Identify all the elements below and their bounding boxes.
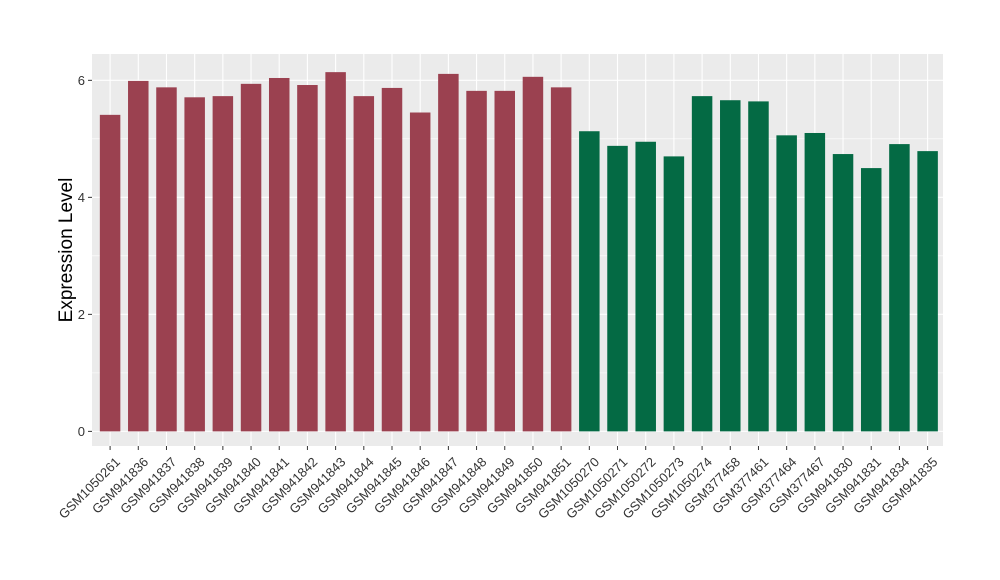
bar xyxy=(720,100,741,432)
bar xyxy=(607,145,628,432)
y-axis: 0 2 4 6 xyxy=(78,73,92,439)
bar xyxy=(494,90,515,432)
bar xyxy=(522,76,544,432)
bar xyxy=(240,83,262,432)
bar xyxy=(748,101,769,432)
bar xyxy=(99,114,121,432)
bar xyxy=(156,87,177,432)
bars xyxy=(99,72,938,432)
y-tick-label: 4 xyxy=(78,190,85,205)
bar xyxy=(776,135,797,432)
bar xyxy=(353,96,375,432)
bar xyxy=(917,151,938,432)
bar xyxy=(297,85,318,432)
y-tick-label: 6 xyxy=(78,73,85,88)
bar xyxy=(579,131,600,432)
bar xyxy=(832,154,854,432)
bar xyxy=(635,141,656,432)
y-tick-label: 0 xyxy=(78,424,85,439)
bar xyxy=(438,73,459,432)
bar xyxy=(325,72,346,432)
bar xyxy=(691,96,713,432)
bar xyxy=(550,87,572,432)
bar xyxy=(860,168,882,432)
bar xyxy=(128,80,149,432)
bar xyxy=(381,87,403,432)
x-axis: GSM1050261GSM941836GSM941837GSM941838GSM… xyxy=(56,446,941,522)
bar xyxy=(212,96,234,432)
panel-background xyxy=(92,54,943,446)
bar xyxy=(184,97,205,432)
bar xyxy=(804,132,826,432)
y-axis-title: Expression Level xyxy=(56,178,77,323)
bar xyxy=(663,156,685,432)
y-tick-label: 2 xyxy=(78,307,85,322)
minor-gridlines xyxy=(92,138,943,374)
bar xyxy=(268,77,290,432)
bar xyxy=(889,144,910,432)
bar xyxy=(466,90,487,432)
bar xyxy=(409,112,431,432)
